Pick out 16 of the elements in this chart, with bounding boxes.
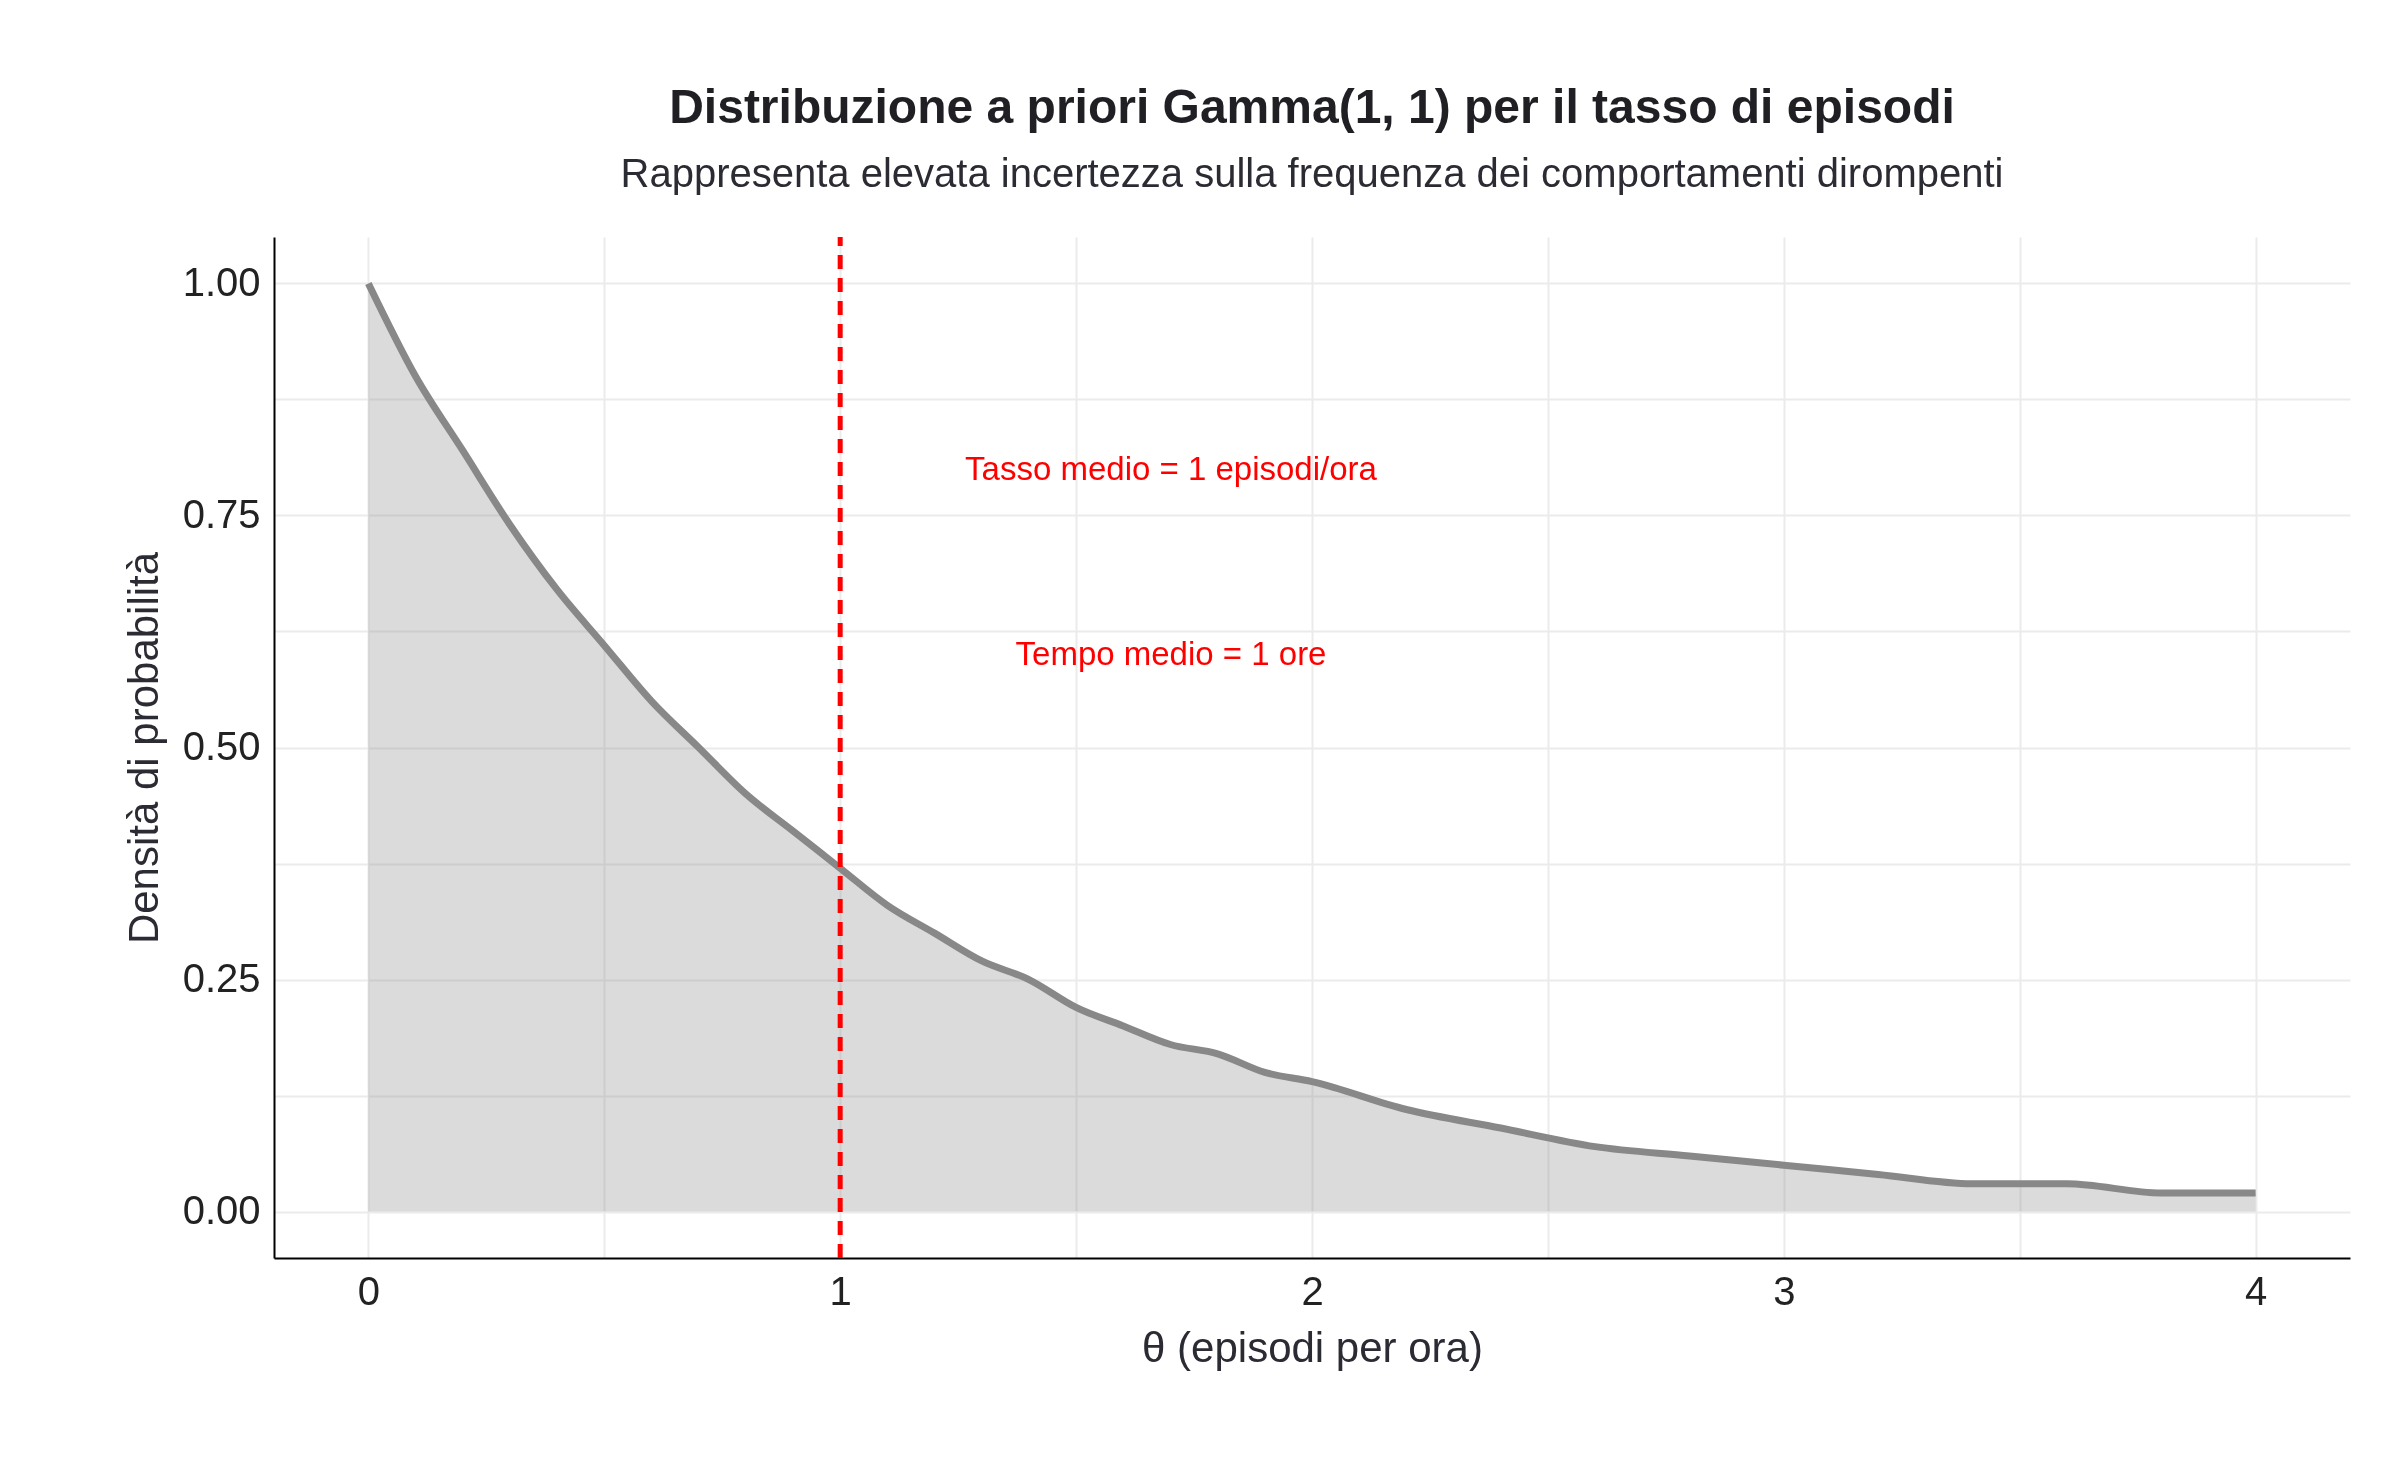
y-tick-label: 0.50 (182, 724, 261, 768)
x-tick-label: 3 (1773, 1268, 1796, 1313)
x-tick-label: 1 (829, 1268, 852, 1313)
x-tick-label: 2 (1301, 1268, 1324, 1313)
chart-subtitle: Rappresenta elevata incertezza sulla frequenza dei comportamenti dirompenti (620, 150, 2004, 195)
chart-title: Distribuzione a priori Gamma(1, 1) per il tasso di episodi (669, 79, 1955, 133)
annotation: Tempo medio = 1 ore (1015, 635, 1327, 672)
y-axis-title: Densità di probabilità (119, 551, 167, 945)
x-axis-title: θ (episodi per ora) (1142, 1323, 1483, 1371)
x-tick-label: 0 (357, 1268, 380, 1313)
y-tick-label: 1.00 (182, 259, 261, 304)
x-tick-label: 4 (2245, 1268, 2268, 1313)
y-tick-label: 0.00 (182, 1188, 261, 1233)
annotation: Tasso medio = 1 episodi/ora (965, 450, 1378, 487)
y-tick-label: 0.75 (182, 491, 261, 536)
y-tick-label: 0.25 (182, 956, 261, 1001)
